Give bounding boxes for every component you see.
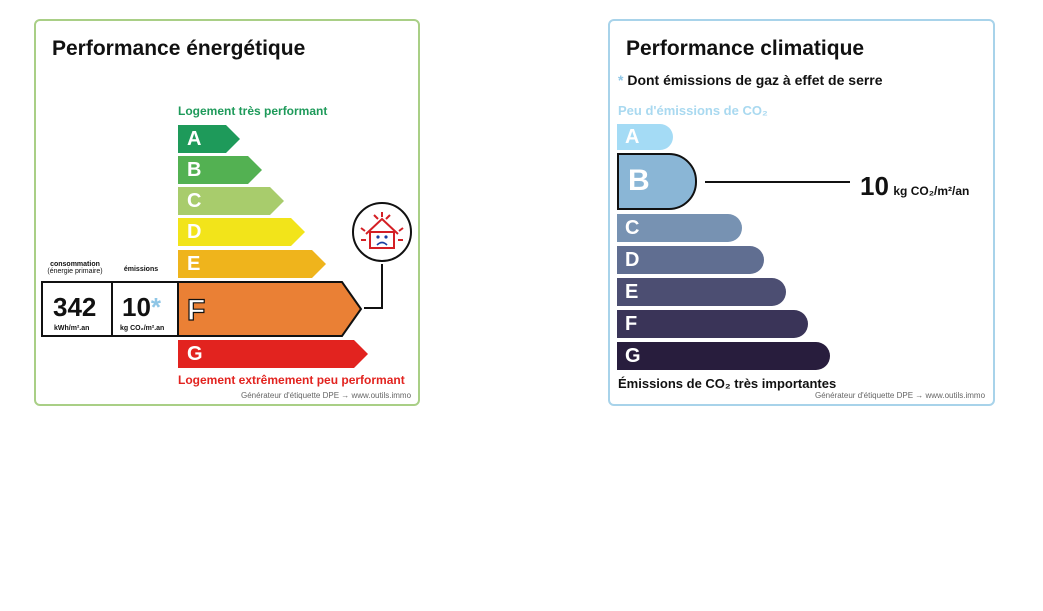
energy-class-c-label: C bbox=[187, 190, 202, 212]
energy-class-d-bar: D bbox=[178, 218, 305, 246]
climate-unit: kg CO₂/m²/an bbox=[893, 184, 970, 198]
energy-footer: Générateur d'étiquette DPE → www.outils.… bbox=[241, 391, 412, 400]
consumption-header: consommation (énergie primaire) bbox=[47, 261, 103, 275]
energy-class-a-label: A bbox=[187, 128, 202, 150]
climate-bottom-caption: Émissions de CO₂ très importantes bbox=[618, 376, 837, 391]
climate-class-e-label: E bbox=[625, 281, 639, 303]
climate-class-a-bar: A bbox=[617, 124, 673, 150]
climate-class-b-bar-selected: B bbox=[617, 153, 697, 210]
energy-title: Performance énergétique bbox=[52, 37, 306, 60]
emissions-unit: kg CO₂/m².an bbox=[120, 325, 165, 332]
energy-class-g-label: G bbox=[187, 343, 203, 365]
consumption-value-box: 342 kWh/m².an bbox=[41, 281, 113, 337]
energy-bottom-caption: Logement extrêmement peu performant bbox=[178, 373, 405, 387]
climate-footer: Générateur d'étiquette DPE → www.outils.… bbox=[815, 391, 986, 400]
climate-value: 10 bbox=[860, 171, 889, 201]
emissions-value: 10* bbox=[122, 292, 162, 322]
energy-class-f-bar-selected: F bbox=[177, 281, 363, 337]
energy-class-e-bar: E bbox=[178, 250, 326, 278]
climate-class-e-bar: E bbox=[617, 278, 786, 306]
emissions-header: émissions bbox=[123, 266, 159, 273]
climate-top-caption: Peu d'émissions de CO₂ bbox=[618, 103, 768, 118]
climate-class-c-bar: C bbox=[617, 214, 742, 242]
climate-class-d-label: D bbox=[625, 249, 640, 271]
energy-indicator-connector bbox=[364, 264, 383, 309]
energy-class-c-bar: C bbox=[178, 187, 284, 215]
energy-class-d-label: D bbox=[187, 221, 202, 243]
emissions-value-box: 10* kg CO₂/m².an bbox=[111, 281, 179, 337]
climate-class-g-bar: G bbox=[617, 342, 830, 370]
climate-class-c-label: C bbox=[625, 217, 640, 239]
energy-class-f-label: F bbox=[187, 294, 205, 327]
energy-class-a-bar: A bbox=[178, 125, 240, 153]
climate-class-g-label: G bbox=[625, 345, 641, 367]
climate-note: * Dont émissions de gaz à effet de serre bbox=[618, 72, 883, 88]
consumption-value: 342 bbox=[53, 292, 97, 322]
energy-class-b-label: B bbox=[187, 159, 202, 181]
climate-class-d-bar: D bbox=[617, 246, 764, 274]
climate-class-f-label: F bbox=[625, 313, 638, 335]
energy-class-e-label: E bbox=[187, 253, 201, 275]
climate-note-star: * bbox=[618, 72, 624, 88]
emissions-star: * bbox=[150, 292, 162, 322]
climate-class-a-label: A bbox=[625, 126, 640, 148]
climate-class-b-label: B bbox=[628, 164, 650, 197]
climate-indicator-line bbox=[705, 181, 850, 183]
climate-title: Performance climatique bbox=[626, 37, 865, 60]
energy-class-b-bar: B bbox=[178, 156, 262, 184]
climate-performance-card bbox=[608, 19, 995, 406]
consumption-unit: kWh/m².an bbox=[54, 325, 90, 332]
energy-top-caption: Logement très performant bbox=[178, 104, 328, 118]
climate-value-readout: 10 kg CO₂/m²/an bbox=[860, 171, 969, 202]
climate-class-f-bar: F bbox=[617, 310, 808, 338]
energy-class-g-bar: G bbox=[178, 340, 368, 368]
sad-house-icon bbox=[352, 202, 412, 262]
